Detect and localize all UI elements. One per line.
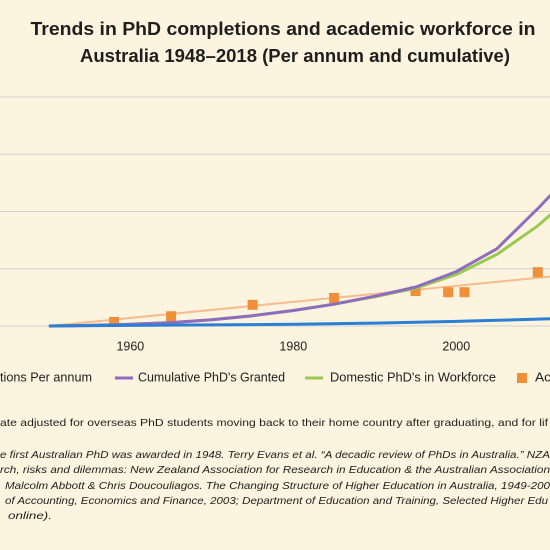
data-point: [247, 299, 258, 310]
legend-label: Cumulative PhD's Granted: [138, 370, 285, 384]
legend-swatch: [517, 373, 527, 383]
footnote: rch, risks and dilemmas: New Zealand Ass…: [0, 464, 550, 476]
data-point: [459, 287, 470, 298]
x-tick-label: 2000: [442, 339, 470, 353]
footnote: online).: [8, 510, 52, 522]
legend-label: Domestic PhD's in Workforce: [330, 370, 496, 384]
trend-line: [48, 275, 550, 327]
x-tick-label: 1960: [116, 339, 144, 353]
chart-title: Trends in PhD completions and academic w…: [31, 19, 536, 39]
legend-label: tions Per annum: [0, 370, 92, 384]
legend-label: Ac: [535, 370, 550, 384]
data-point: [109, 316, 120, 327]
data-point: [329, 292, 340, 303]
chart-title: Australia 1948–2018 (Per annum and cumul…: [80, 46, 510, 66]
data-point: [166, 311, 177, 322]
data-point: [532, 267, 543, 278]
footnote: ate adjusted for overseas PhD students m…: [0, 417, 548, 429]
data-point: [443, 287, 454, 298]
data-point: [410, 286, 421, 297]
footnote: Malcolm Abbott & Chris Doucouliagos. The…: [5, 480, 550, 492]
footnote: e first Australian PhD was awarded in 19…: [0, 449, 550, 461]
series-line: [48, 317, 550, 328]
x-tick-label: 1980: [279, 339, 307, 353]
footnote: of Accounting, Economics and Finance, 20…: [5, 495, 548, 507]
